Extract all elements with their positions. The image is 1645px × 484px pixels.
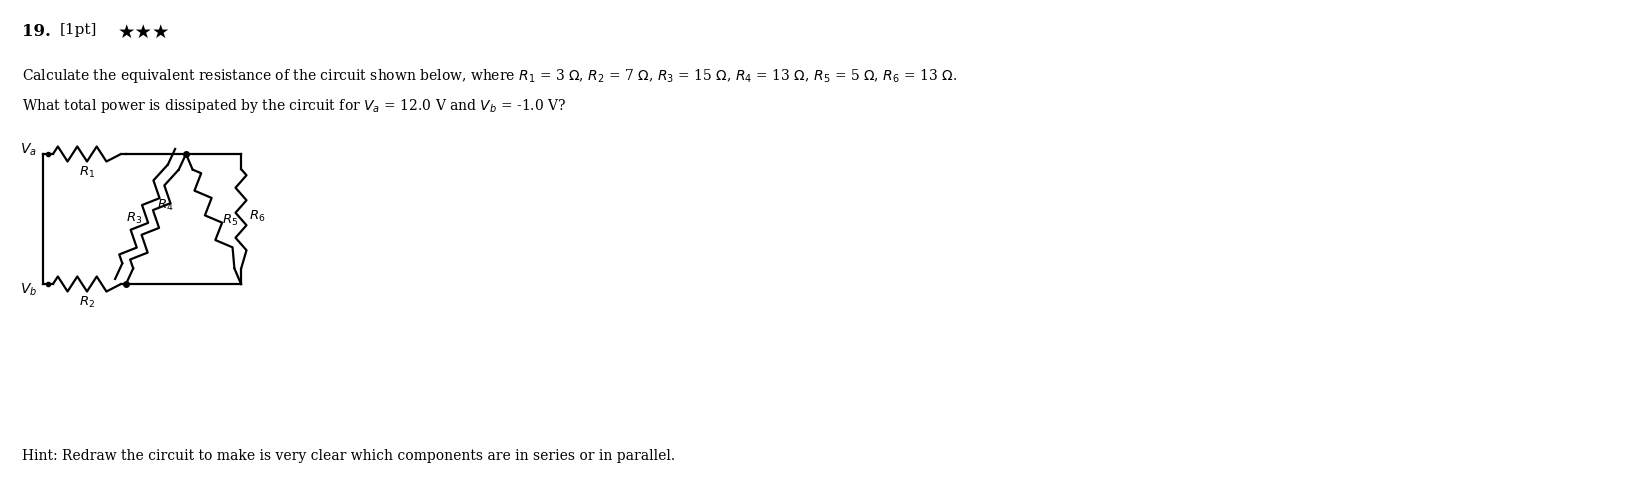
Text: 19.: 19. <box>21 23 51 40</box>
Text: What total power is dissipated by the circuit for $V_a$ = 12.0 V and $V_b$ = -1.: What total power is dissipated by the ci… <box>21 97 566 115</box>
Text: ★★★: ★★★ <box>118 23 171 42</box>
Text: $R_3$: $R_3$ <box>125 210 141 225</box>
Text: $V_b$: $V_b$ <box>20 281 36 298</box>
Text: $R_6$: $R_6$ <box>248 208 265 223</box>
Text: Hint: Redraw the circuit to make is very clear which components are in series or: Hint: Redraw the circuit to make is very… <box>21 448 674 462</box>
Text: $R_2$: $R_2$ <box>79 294 95 309</box>
Text: $R_5$: $R_5$ <box>222 212 239 227</box>
Text: Calculate the equivalent resistance of the circuit shown below, where $R_1$ = 3 : Calculate the equivalent resistance of t… <box>21 67 957 85</box>
Text: $R_4$: $R_4$ <box>158 197 174 212</box>
Text: [1pt]: [1pt] <box>59 23 97 37</box>
Text: $R_1$: $R_1$ <box>79 165 95 180</box>
Text: $V_a$: $V_a$ <box>20 141 36 158</box>
